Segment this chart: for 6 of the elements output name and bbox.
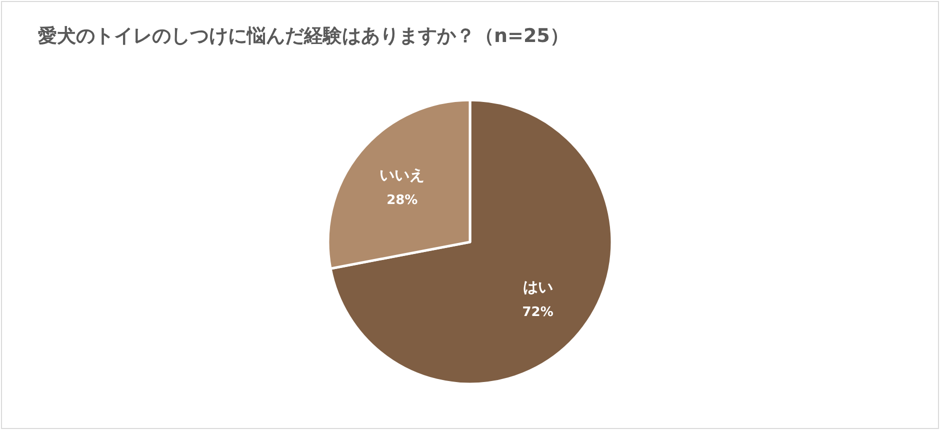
data-label: 72% (522, 305, 554, 320)
slice-label: いいえ (380, 166, 425, 184)
slice-label: はい (522, 278, 553, 296)
chart-title: 愛犬のトイレのしつけに悩んだ経験はありますか？（n=25） (38, 25, 569, 47)
data-label: 28% (386, 192, 418, 208)
pie-slice (329, 98, 614, 386)
